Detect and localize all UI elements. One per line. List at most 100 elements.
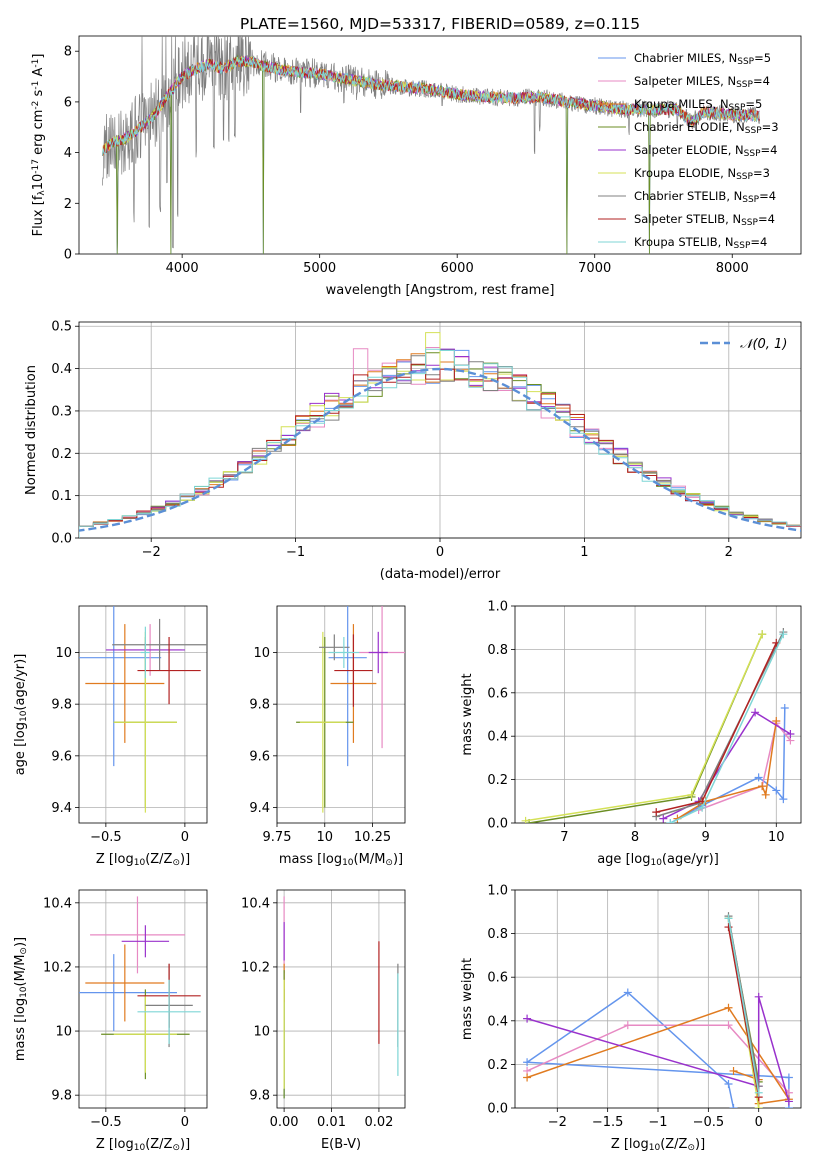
spectrum-xtick-label: 5000 [303,261,336,276]
mw-Z-xtick-label: −0.5 [693,1115,725,1130]
mass-Z-ytick-label: 10.4 [43,896,72,911]
mw-age-plus-marker [751,708,760,717]
spectrum-plot-area [102,36,760,254]
mass-Z-errorbar [79,954,177,1032]
mw-Z-series-line [526,996,790,1102]
age-Z-xtick-label: −0.5 [90,830,122,845]
age-mass-ytick-label: 10 [253,646,270,661]
mass-ebv-xtick-label: 0.02 [364,1115,393,1130]
mass-Z-xlabel: Z [log10(Z/Z⊙)] [96,1137,190,1153]
mass-ebv-ytick-label: 10.2 [241,960,270,975]
mw-age-plus-marker [772,786,781,795]
age-Z-ytick-label: 10 [55,646,72,661]
mw-age-ytick-label: 0.4 [487,730,508,745]
mass-ebv-ytick-label: 9.8 [249,1089,270,1104]
residuals-ytick-label: 0.3 [51,404,72,419]
age-mass-errorbar [328,637,360,668]
age-mass-errorbar [368,631,388,674]
mw-age-xtick-label: 9 [702,830,710,845]
spectrum-legend-entry: Chabrier STELIB, NSSP=4 [634,189,776,205]
age-mass-axes: 9.75 10 10.25 9.4 9.6 9.8 10 mass [log10(M/M⊙)] [249,605,406,868]
age-Z-ytick-label: 9.8 [51,698,72,713]
residuals-xtick-label: 1 [580,545,588,560]
mw-Z-frame [514,889,802,1109]
age-mass-errorbar [328,606,367,767]
mw-Z-xlabel: Z [log10(Z/Z⊙)] [611,1137,705,1153]
age-Z-frame [78,605,208,824]
mw-age-plus-marker [786,730,795,739]
spectrum-xtick-label: 6000 [441,261,474,276]
spectrum-ytick-label: 2 [64,197,72,212]
age-Z-xlabel: Z [log10(Z/Z⊙)] [96,852,190,868]
residuals-legend: 𝒩(0, 1) [700,337,787,352]
mw-age-plus-marker [754,773,763,782]
spectrum-ylabel: Flux [fλ10-17 erg cm-2 s-1 A-1] [31,54,47,237]
mw-age-plus-marker [652,808,661,817]
mass-Z-frame [78,889,208,1109]
mw-Z-xtick-label: −1 [648,1115,667,1130]
spectrum-legend-entry: Salpeter ELODIE, NSSP=4 [634,143,777,159]
mw-age-plus-marker [780,703,789,712]
mass-ebv-plot-area [283,896,399,1099]
age-Z-errorbar [137,637,201,705]
mass-Z-ylabel: mass [log10(M/M⊙)] [13,937,29,1061]
mw-Z-plus-marker [724,914,733,923]
mw-age-xlabel: age [log10(age/yr)] [597,852,719,868]
mass-Z-plot-area [79,896,201,1080]
mass-Z-errorbar [121,925,170,958]
mw-age-plus-marker [698,803,707,812]
age-mass-ytick-label: 9.6 [249,749,270,764]
residuals-xtick-label: −2 [142,545,161,560]
spectrum-frame [78,35,802,255]
residuals-ytick-label: 0.0 [51,532,72,547]
mw-age-ytick-label: 1.0 [487,600,508,615]
residuals-xlabel: (data-model)/error [380,567,501,582]
mw-Z-plus-marker [724,923,733,932]
mw-Z-ytick-label: 0.2 [487,1058,508,1073]
mw-Z-series-line [524,991,790,1108]
mass-Z-ytick-label: 9.8 [51,1089,72,1104]
normal-distribution-curve [79,367,801,532]
mw-age-axes: 7 8 9 10 0.0 0.2 0.4 0.6 0.8 1.0 age [log10(age/yr… [460,600,802,868]
mw-age-frame [514,605,802,824]
residuals-xtick-label: 0 [436,545,444,560]
spectrum-legend-entry: Kroupa STELIB, NSSP=4 [634,235,767,251]
mw-age-plus-marker [758,782,767,791]
mw-age-plus-marker [772,717,781,726]
mass-ebv-xtick-label: 0.01 [317,1115,346,1130]
age-Z-xtick-label: 0 [181,830,189,845]
residuals-ytick-label: 0.2 [51,447,72,462]
mw-Z-plus-marker [754,1104,763,1108]
mw-Z-plus-marker [724,1080,733,1089]
residuals-ytick-label: 0.5 [51,320,72,335]
mw-age-xtick-label: 7 [560,830,568,845]
spectrum-legend-entry: Kroupa MILES, NSSP=5 [634,97,762,113]
spectrum-legend-entry: Salpeter STELIB, NSSP=4 [634,212,775,228]
mass-Z-axes: −0.5 0 9.8 10 10.2 10.4 Z [log10(Z/Z⊙)] mass [l… [13,889,208,1153]
spectrum-xtick-label: 8000 [716,261,749,276]
mass-ebv-xlabel: E(B-V) [321,1137,361,1152]
mw-age-plus-marker [659,814,668,823]
mass-ebv-axes: 0.00 0.01 0.02 9.8 10 10.2 10.4 E(B-V) [241,889,406,1152]
spectrum-legend-entry: Chabrier MILES, NSSP=5 [634,51,771,67]
mw-age-xtick-label: 8 [631,830,639,845]
age-mass-ytick-label: 9.8 [249,698,270,713]
spectrum-ytick-label: 4 [64,146,72,161]
mw-Z-plus-marker [754,1088,763,1097]
spectrum-legend-entry: Chabrier ELODIE, NSSP=3 [634,120,779,136]
spectrum-axes: 4000 5000 6000 7000 8000 0 2 4 6 8 wavelength [Ang… [31,35,802,298]
mass-Z-errorbar [137,979,201,1044]
age-Z-ytick-label: 9.6 [51,749,72,764]
age-mass-frame [276,605,406,824]
residuals-ytick-label: 0.4 [51,362,72,377]
mw-age-plot-area [521,628,795,823]
mass-Z-ytick-label: 10.2 [43,960,72,975]
mw-Z-xtick-label: 0 [755,1115,763,1130]
spectrum-legend: Chabrier MILES, NSSP=5 Salpeter MILES, NS… [598,51,779,251]
mw-Z-plus-marker [729,1104,738,1108]
mass-ebv-frame [276,889,406,1109]
mw-age-plus-marker [666,819,675,823]
mw-age-series-line [662,711,791,820]
mw-age-ytick-label: 0.6 [487,686,508,701]
mw-Z-ytick-label: 0.6 [487,971,508,986]
